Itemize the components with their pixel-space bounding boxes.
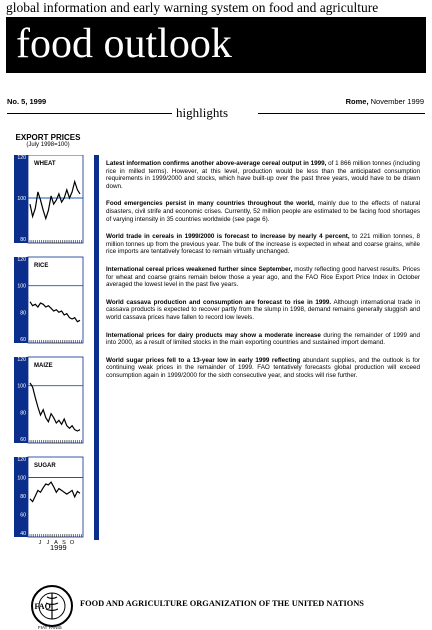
highlight-body: mainly due to the effects of natural dis… bbox=[106, 200, 420, 223]
section-rule-left bbox=[7, 113, 172, 114]
logo-motto: FIAT PANIS bbox=[38, 625, 62, 630]
highlights-text: Latest information confirms another abov… bbox=[106, 160, 420, 389]
masthead-title: food outlook bbox=[16, 21, 232, 67]
chart-panel bbox=[27, 256, 84, 344]
highlight-lead: International cereal prices weakened fur… bbox=[106, 265, 293, 273]
highlight-paragraph: Latest information confirms another abov… bbox=[106, 160, 420, 190]
series-line bbox=[29, 179, 81, 221]
tick-label: 80 bbox=[20, 494, 26, 500]
section-heading: highlights bbox=[176, 105, 229, 120]
date: November 1999 bbox=[368, 97, 424, 106]
highlight-lead: International prices for dairy products … bbox=[106, 331, 321, 339]
sidebar-accent-bar bbox=[94, 155, 99, 540]
tick-label: 120 bbox=[17, 257, 26, 263]
highlight-paragraph: International cereal prices weakened fur… bbox=[106, 266, 420, 289]
place: Rome, bbox=[345, 97, 369, 106]
axis-band bbox=[14, 155, 28, 243]
tick-label: 120 bbox=[17, 357, 26, 363]
tick-label: 80 bbox=[20, 237, 26, 243]
tick-label: 80 bbox=[20, 310, 26, 316]
month-label: J bbox=[39, 540, 42, 545]
axis-band bbox=[14, 357, 28, 443]
highlight-paragraph: World cassava production and consumption… bbox=[106, 299, 420, 322]
highlight-paragraph: International prices for dairy products … bbox=[106, 332, 420, 347]
export-prices-subtitle: (July 1998=100) bbox=[26, 142, 70, 148]
month-label: O bbox=[70, 540, 75, 545]
issue-number: No. 5, 1999 bbox=[7, 97, 47, 106]
highlight-lead: Food emergencies persist in many countri… bbox=[106, 200, 315, 208]
organization-name: FOOD AND AGRICULTURE ORGANIZATION OF THE… bbox=[80, 599, 364, 608]
axis-band bbox=[14, 457, 28, 537]
highlight-lead: World cassava production and consumption… bbox=[106, 298, 332, 306]
highlight-lead: World sugar prices fell to a 13-year low… bbox=[106, 356, 301, 364]
chart-year: 1999 bbox=[50, 543, 67, 552]
tick-label: 60 bbox=[20, 513, 26, 519]
series-line bbox=[29, 382, 81, 432]
section-rule-right bbox=[258, 113, 425, 114]
chart-title: WHEAT bbox=[34, 161, 56, 167]
export-prices-title: EXPORT PRICES bbox=[15, 133, 81, 142]
place-date: Rome, November 1999 bbox=[346, 97, 424, 106]
logo-letters: FAO bbox=[35, 602, 51, 611]
tick-label: 100 bbox=[17, 284, 26, 290]
series-line bbox=[29, 481, 81, 503]
axis-band bbox=[14, 257, 28, 343]
series-tagline: global information and early warning sys… bbox=[6, 0, 379, 15]
highlight-lead: World trade in cereals in 1999/2000 is f… bbox=[106, 233, 350, 241]
tick-label: 120 bbox=[17, 155, 26, 161]
highlight-body: Although international trade in cassava … bbox=[106, 298, 420, 321]
masthead-banner: food outlook bbox=[6, 17, 426, 73]
highlight-paragraph: World trade in cereals in 1999/2000 is f… bbox=[106, 233, 420, 256]
tick-label: 60 bbox=[20, 437, 26, 443]
tick-label: 100 bbox=[17, 476, 26, 482]
highlight-body: abundant supplies, and the outlook is fo… bbox=[106, 356, 421, 379]
highlight-lead: Latest information confirms another abov… bbox=[106, 160, 327, 167]
tick-label: 60 bbox=[20, 337, 26, 343]
highlight-paragraph: World sugar prices fell to a 13-year low… bbox=[106, 357, 420, 380]
series-line bbox=[29, 301, 81, 323]
tick-label: 100 bbox=[17, 196, 26, 202]
chart-title: RICE bbox=[34, 263, 48, 269]
fao-logo: FAO FIAT PANIS bbox=[31, 585, 73, 630]
highlight-body: mostly reflecting good harvest results. … bbox=[106, 265, 420, 289]
month-label: A bbox=[54, 540, 58, 545]
chart-title: SUGAR bbox=[34, 463, 56, 469]
chart-title: MAIZE bbox=[34, 363, 53, 369]
highlight-body: during the remainder of 1999 and into 20… bbox=[106, 331, 420, 347]
chart-panel bbox=[27, 456, 84, 538]
month-label: S bbox=[62, 540, 66, 545]
month-label: J bbox=[47, 540, 50, 545]
highlight-body: to 221 million tonnes, 8 million tonnes … bbox=[106, 233, 420, 256]
tick-label: 100 bbox=[17, 384, 26, 390]
tick-label: 40 bbox=[20, 531, 26, 537]
highlight-body: of 1 866 million tonnes (including rice … bbox=[106, 160, 420, 190]
tick-label: 80 bbox=[20, 410, 26, 416]
tick-label: 120 bbox=[17, 457, 26, 463]
highlight-paragraph: Food emergencies persist in many countri… bbox=[106, 200, 420, 223]
export-price-charts: 120 100 80 WHEAT 120 100 80 60 RICE 120 100 80 60 MAI… bbox=[14, 155, 84, 545]
